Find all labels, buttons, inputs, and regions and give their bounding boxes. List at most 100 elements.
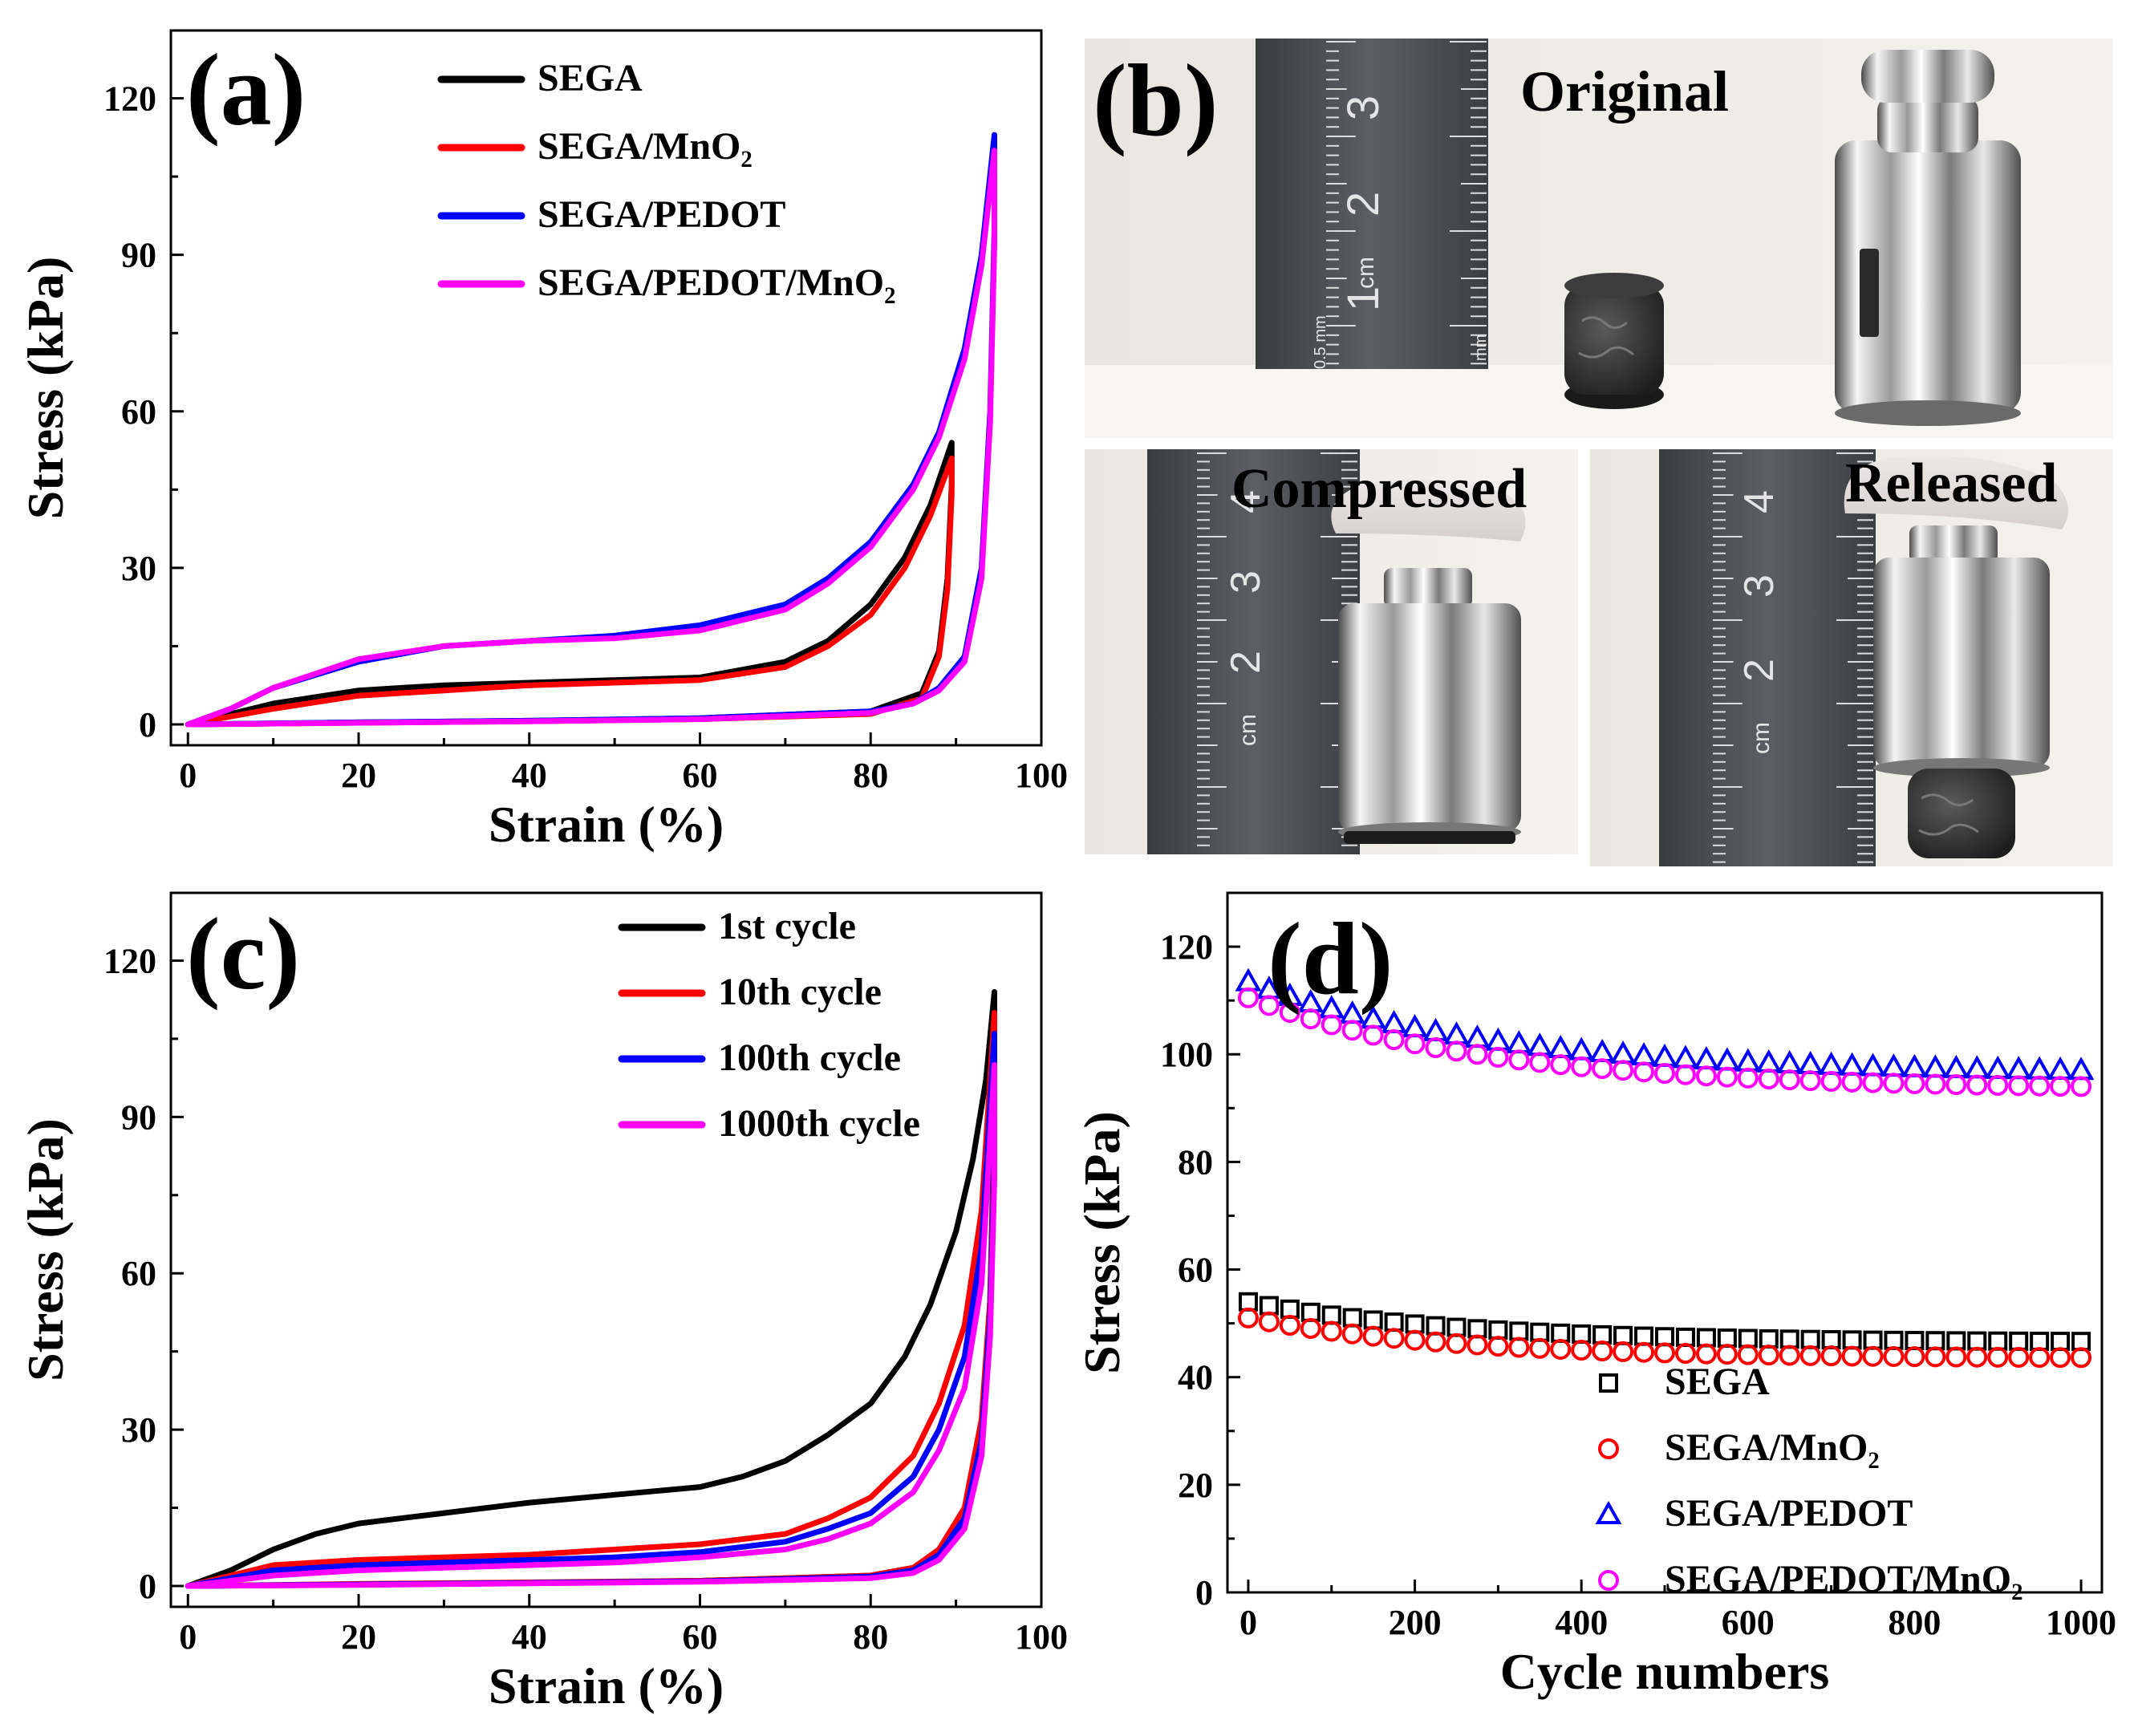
panel-d-label: (d) <box>1268 902 1393 1016</box>
data-point <box>1963 1055 1990 1079</box>
x-tick-label: 40 <box>512 756 547 795</box>
steel-weight-compressed <box>1338 568 1521 842</box>
data-point <box>1945 1346 1967 1368</box>
data-point <box>2029 1347 2051 1369</box>
data-point <box>1530 1322 1550 1342</box>
x-tick-label: 20 <box>341 756 376 795</box>
data-point <box>1300 1008 1321 1030</box>
svg-text:cm: cm <box>1235 714 1261 746</box>
x-tick-label: 100 <box>1015 1617 1068 1657</box>
data-point <box>1759 1328 1779 1349</box>
data-point <box>1779 1329 1799 1349</box>
data-point <box>1946 1331 1966 1351</box>
legend-entry-label: 100th cycle <box>718 1036 901 1079</box>
data-point <box>1550 1338 1572 1360</box>
legend-entry-label: SEGA/MnO₂ <box>1665 1426 1880 1469</box>
data-point <box>1547 1034 1574 1059</box>
data-point <box>1921 1054 1949 1078</box>
data-point <box>1425 1331 1446 1353</box>
data-point <box>1505 1030 1532 1054</box>
y-axis-label: Stress (kPa) <box>1073 1111 1130 1374</box>
legend-marker <box>1595 1500 1622 1524</box>
data-point <box>1526 1032 1553 1057</box>
y-tick-label: 90 <box>121 1097 156 1137</box>
y-tick-label: 90 <box>121 236 156 275</box>
y-tick-label: 80 <box>1178 1142 1213 1182</box>
data-point <box>1966 1074 1988 1096</box>
panel-b: cm 0.5 mm mm 2 3 1 Origi <box>1085 39 2113 866</box>
data-point <box>1300 1317 1321 1339</box>
panel-d: 0 200 400 600 800 1000 0 20 40 60 80 100 120 Cycle nu… <box>1073 891 2116 1700</box>
data-point <box>1654 1342 1675 1364</box>
data-point <box>1529 1337 1551 1359</box>
data-point <box>1571 1340 1592 1361</box>
data-point <box>1925 1331 1945 1351</box>
data-point <box>1860 1053 1886 1077</box>
y-tick-label: 60 <box>1178 1251 1213 1290</box>
x-tick-label: 40 <box>512 1617 547 1657</box>
data-point <box>1609 1040 1637 1065</box>
legend-entry-label: SEGA/PEDOT/MnO₂ <box>538 262 895 304</box>
photo-released: cm 2 3 4 Released <box>1590 449 2113 866</box>
data-point <box>1384 1312 1404 1332</box>
data-point <box>1321 1305 1341 1325</box>
data-point <box>1675 1327 1695 1347</box>
data-point <box>1508 1049 1530 1071</box>
data-point <box>1737 1067 1759 1089</box>
data-point <box>1738 1328 1758 1349</box>
data-point <box>1280 1299 1300 1319</box>
data-point <box>2008 1075 2030 1097</box>
photo-original: cm 0.5 mm mm 2 3 1 Origi <box>1085 39 2113 438</box>
data-point <box>2047 1056 2074 1080</box>
svg-text:2: 2 <box>1337 192 1388 217</box>
series-line-10th-cycle <box>185 1009 997 1589</box>
data-point <box>1988 1331 2008 1351</box>
data-point <box>2071 1332 2091 1352</box>
data-point <box>1779 1069 1800 1091</box>
data-point <box>1467 1319 1487 1339</box>
y-tick-label: 120 <box>103 941 156 980</box>
data-point <box>1362 1024 1384 1046</box>
data-point <box>1984 1055 2011 1079</box>
data-point <box>2050 1076 2071 1097</box>
data-point <box>1737 1344 1759 1365</box>
y-tick-label: 30 <box>121 1410 156 1450</box>
data-point <box>2026 1056 2053 1080</box>
data-point <box>2067 1057 2095 1081</box>
data-point <box>1467 1044 1488 1065</box>
data-point <box>2071 1076 2092 1097</box>
series-line-sega-pedot-mno2 <box>185 148 997 728</box>
data-point <box>1341 1323 1363 1345</box>
x-tick-label: 80 <box>853 756 888 795</box>
legend-entry-label: 1st cycle <box>718 905 856 947</box>
data-point <box>1568 1036 1595 1061</box>
data-point <box>1904 1073 1925 1094</box>
svg-text:cm: cm <box>1748 722 1775 754</box>
data-point <box>1571 1056 1592 1077</box>
data-point <box>1734 1048 1762 1072</box>
x-tick-label: 0 <box>179 1617 197 1657</box>
data-point <box>1716 1066 1738 1088</box>
data-point <box>1425 1036 1446 1058</box>
data-point <box>1529 1052 1551 1073</box>
y-tick-label: 120 <box>103 79 156 119</box>
svg-text:3: 3 <box>1223 570 1269 594</box>
y-tick-label: 40 <box>1178 1358 1213 1397</box>
data-point <box>1818 1051 1845 1075</box>
data-point <box>1779 1345 1800 1366</box>
legend: SEGA SEGA/MnO₂ SEGA/PEDOT SEGA/PEDOT/MnO₂ <box>437 57 895 304</box>
x-tick-label: 600 <box>1722 1603 1775 1642</box>
data-point <box>1716 1344 1738 1365</box>
svg-text:2: 2 <box>1223 651 1269 674</box>
data-point <box>1799 1070 1821 1092</box>
svg-text:3: 3 <box>1736 574 1783 598</box>
data-point <box>1799 1345 1821 1366</box>
data-point <box>1820 1070 1842 1092</box>
data-point <box>1884 1330 1904 1350</box>
x-tick-label: 400 <box>1555 1603 1608 1642</box>
data-point <box>1672 1044 1699 1069</box>
panel-c-label: (c) <box>186 897 300 1011</box>
data-point <box>1967 1331 1987 1351</box>
legend: 1st cycle 10th cycle 100th cycle 1000th cyc… <box>618 905 920 1145</box>
data-point <box>1259 1296 1279 1316</box>
